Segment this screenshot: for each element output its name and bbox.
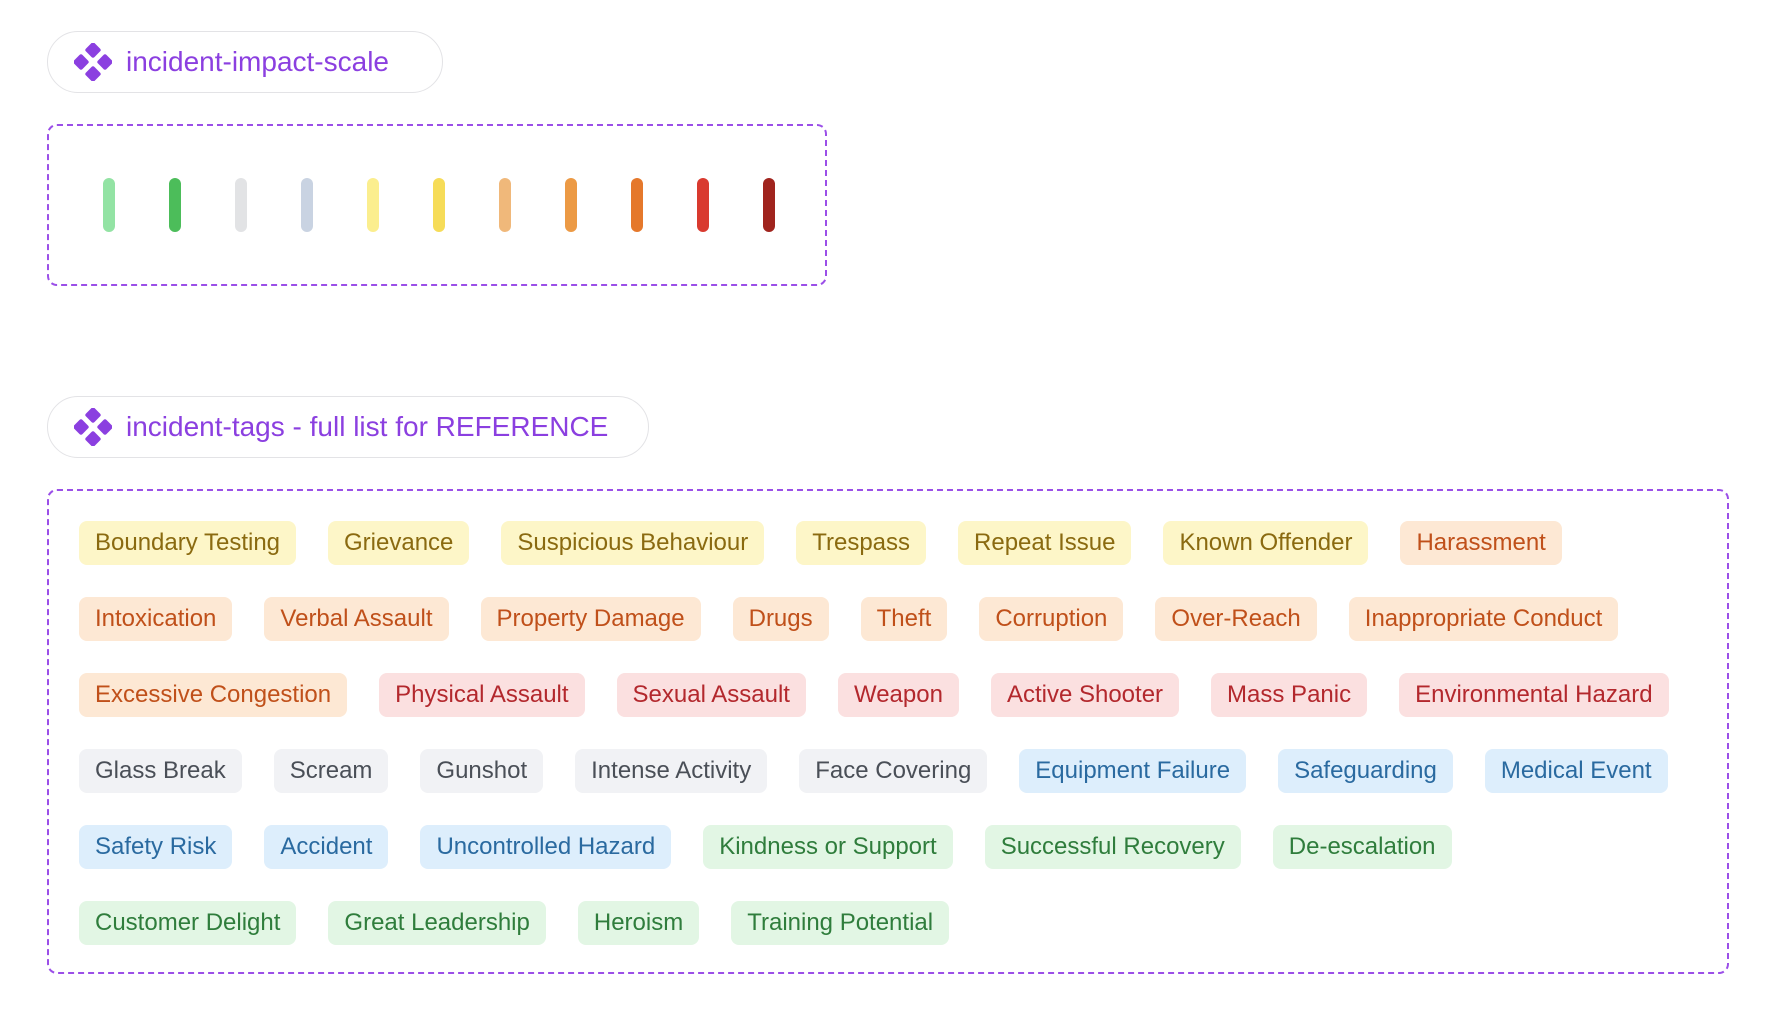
impact-level-5[interactable] <box>367 178 379 232</box>
incident-tag[interactable]: Corruption <box>979 597 1124 641</box>
incident-tag[interactable]: Intoxication <box>79 597 233 641</box>
incident-tag[interactable]: Drugs <box>732 597 829 641</box>
impact-level-10[interactable] <box>697 178 709 232</box>
impact-level-2[interactable] <box>169 178 181 232</box>
incident-tag[interactable]: Kindness or Support <box>703 825 953 869</box>
impact-scale-row <box>49 126 825 284</box>
incident-tag[interactable]: Over-Reach <box>1155 597 1317 641</box>
incident-tag[interactable]: Accident <box>264 825 389 869</box>
incident-tag[interactable]: Glass Break <box>79 749 242 793</box>
impact-level-4[interactable] <box>301 178 313 232</box>
impact-level-3[interactable] <box>235 178 247 232</box>
incident-tag[interactable]: Scream <box>273 749 389 793</box>
incident-tag[interactable]: Environmental Hazard <box>1399 673 1669 717</box>
incident-tag[interactable]: Inappropriate Conduct <box>1348 597 1619 641</box>
incident-tag[interactable]: De-escalation <box>1272 825 1452 869</box>
component-icon <box>74 408 112 446</box>
incident-tag[interactable]: Physical Assault <box>379 673 585 717</box>
incident-tag[interactable]: Repeat Issue <box>958 521 1132 565</box>
incident-tag[interactable]: Known Offender <box>1163 521 1369 565</box>
incident-tag[interactable]: Medical Event <box>1484 749 1668 793</box>
incident-tag[interactable]: Property Damage <box>480 597 701 641</box>
impact-level-6[interactable] <box>433 178 445 232</box>
incident-tag[interactable]: Customer Delight <box>79 901 297 945</box>
incident-tag[interactable]: Heroism <box>577 901 700 945</box>
incident-tag[interactable]: Grievance <box>328 521 470 565</box>
incident-tag[interactable]: Great Leadership <box>328 901 546 945</box>
incident-tag[interactable]: Gunshot <box>420 749 544 793</box>
tags-list: Boundary Testing Grievance Suspicious Beha… <box>79 521 1697 945</box>
incident-tag[interactable]: Safety Risk <box>79 825 233 869</box>
incident-tag[interactable]: Mass Panic <box>1211 673 1368 717</box>
scale-component-label[interactable]: incident-impact-scale <box>47 31 443 93</box>
incident-tag[interactable]: Training Potential <box>731 901 950 945</box>
incident-tag[interactable]: Verbal Assault <box>264 597 449 641</box>
incident-tag[interactable]: Suspicious Behaviour <box>501 521 765 565</box>
incident-tag[interactable]: Excessive Congestion <box>79 673 348 717</box>
component-icon <box>74 43 112 81</box>
incident-tag[interactable]: Safeguarding <box>1278 749 1453 793</box>
incident-tag[interactable]: Theft <box>860 597 948 641</box>
incident-tag[interactable]: Uncontrolled Hazard <box>420 825 672 869</box>
incident-tags-frame[interactable]: Boundary Testing Grievance Suspicious Beha… <box>47 489 1729 974</box>
impact-level-7[interactable] <box>499 178 511 232</box>
impact-level-1[interactable] <box>103 178 115 232</box>
incident-tag[interactable]: Boundary Testing <box>79 521 297 565</box>
scale-label-text: incident-impact-scale <box>126 46 389 77</box>
tags-label-text: incident-tags - full list for REFERENCE <box>126 411 609 442</box>
incident-tag[interactable]: Sexual Assault <box>616 673 806 717</box>
tags-component-label[interactable]: incident-tags - full list for REFERENCE <box>47 396 649 458</box>
incident-tag[interactable]: Active Shooter <box>990 673 1180 717</box>
incident-tag[interactable]: Intense Activity <box>575 749 768 793</box>
impact-level-11[interactable] <box>763 178 775 232</box>
incident-tag[interactable]: Equipment Failure <box>1019 749 1247 793</box>
incident-tag[interactable]: Face Covering <box>799 749 988 793</box>
incident-tag[interactable]: Successful Recovery <box>984 825 1241 869</box>
impact-scale-frame[interactable] <box>47 124 827 286</box>
incident-tag[interactable]: Weapon <box>837 673 959 717</box>
incident-tag[interactable]: Harassment <box>1400 521 1562 565</box>
impact-level-8[interactable] <box>565 178 577 232</box>
incident-tag[interactable]: Trespass <box>796 521 927 565</box>
impact-level-9[interactable] <box>631 178 643 232</box>
